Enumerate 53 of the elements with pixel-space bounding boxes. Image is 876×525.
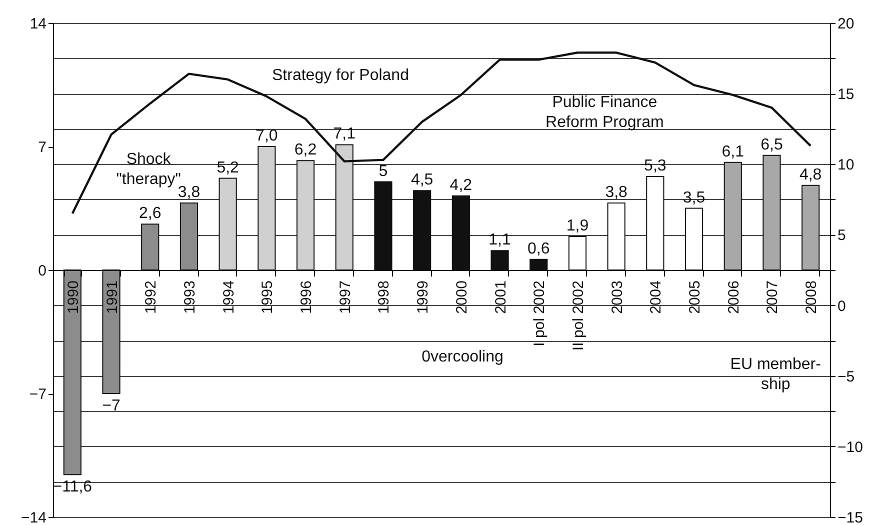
data-label: 4,5 bbox=[410, 172, 434, 189]
data-label: 0,6 bbox=[528, 240, 550, 258]
x-tick-label: 1995 bbox=[259, 280, 276, 314]
x-tick-label: 1998 bbox=[376, 280, 393, 314]
x-tick-label: 1990 bbox=[64, 280, 82, 314]
data-label: 7,1 bbox=[333, 126, 356, 143]
x-tick-label: 1996 bbox=[298, 280, 316, 314]
data-label: 1,9 bbox=[566, 217, 589, 234]
y2-tick-label: 20 bbox=[838, 16, 854, 32]
x-tick-label: 2007 bbox=[764, 280, 782, 314]
data-label: 1,1 bbox=[488, 232, 511, 249]
x-tick-label: 1994 bbox=[220, 280, 238, 314]
data-label: 3,8 bbox=[605, 184, 628, 201]
x-tick-label: 1999 bbox=[414, 280, 432, 314]
y-tick-label: −14 bbox=[21, 510, 46, 525]
x-tick-label: 2003 bbox=[608, 280, 626, 314]
y-tick-label: −7 bbox=[29, 386, 46, 403]
x-tick-label: 2008 bbox=[803, 280, 820, 314]
x-tick-label: II pol 2002 bbox=[570, 280, 587, 351]
y2-tick-label: 5 bbox=[838, 227, 846, 244]
y-tick-label: 7 bbox=[38, 139, 46, 156]
x-tick-label: 2006 bbox=[725, 280, 742, 314]
x-tick-label: 1997 bbox=[336, 280, 354, 314]
y-tick-label: 0 bbox=[38, 262, 46, 280]
data-label: 6,5 bbox=[760, 136, 783, 154]
annotation: Public Finance Reform Program bbox=[546, 94, 664, 132]
x-tick-label: 2000 bbox=[453, 280, 470, 314]
data-label: −7 bbox=[102, 398, 120, 414]
y2-tick-label: −5 bbox=[838, 368, 855, 386]
annotation: Strategy for Poland bbox=[272, 66, 409, 84]
x-tick-label: I pol 2002 bbox=[531, 280, 548, 346]
x-tick-label: 1992 bbox=[142, 280, 160, 314]
y2-tick-label: −15 bbox=[838, 510, 863, 525]
data-label: 2,6 bbox=[139, 205, 162, 222]
data-label: 6,2 bbox=[294, 142, 317, 159]
data-label: −11,6 bbox=[52, 478, 92, 496]
y-tick-label: 14 bbox=[30, 16, 46, 32]
x-tick-label: 2004 bbox=[648, 280, 665, 314]
x-tick-label: 1993 bbox=[181, 280, 198, 314]
data-label: 4,8 bbox=[799, 166, 822, 184]
data-label: 7,0 bbox=[256, 128, 278, 144]
data-label: 4,2 bbox=[450, 176, 472, 194]
x-tick-label: 1991 bbox=[104, 280, 121, 314]
y2-tick-label: 10 bbox=[838, 156, 854, 174]
y2-tick-label: 0 bbox=[838, 298, 846, 315]
x-tick-label: 2001 bbox=[492, 280, 510, 314]
data-label: 5 bbox=[378, 162, 388, 180]
x-tick-label: 2005 bbox=[686, 280, 704, 314]
annotation: 0vercooling bbox=[422, 348, 504, 366]
annotation: EU member- ship bbox=[730, 356, 821, 393]
y2-tick-label: −10 bbox=[838, 438, 863, 456]
y2-tick-label: 15 bbox=[838, 86, 854, 104]
data-label: 6,1 bbox=[722, 143, 744, 160]
